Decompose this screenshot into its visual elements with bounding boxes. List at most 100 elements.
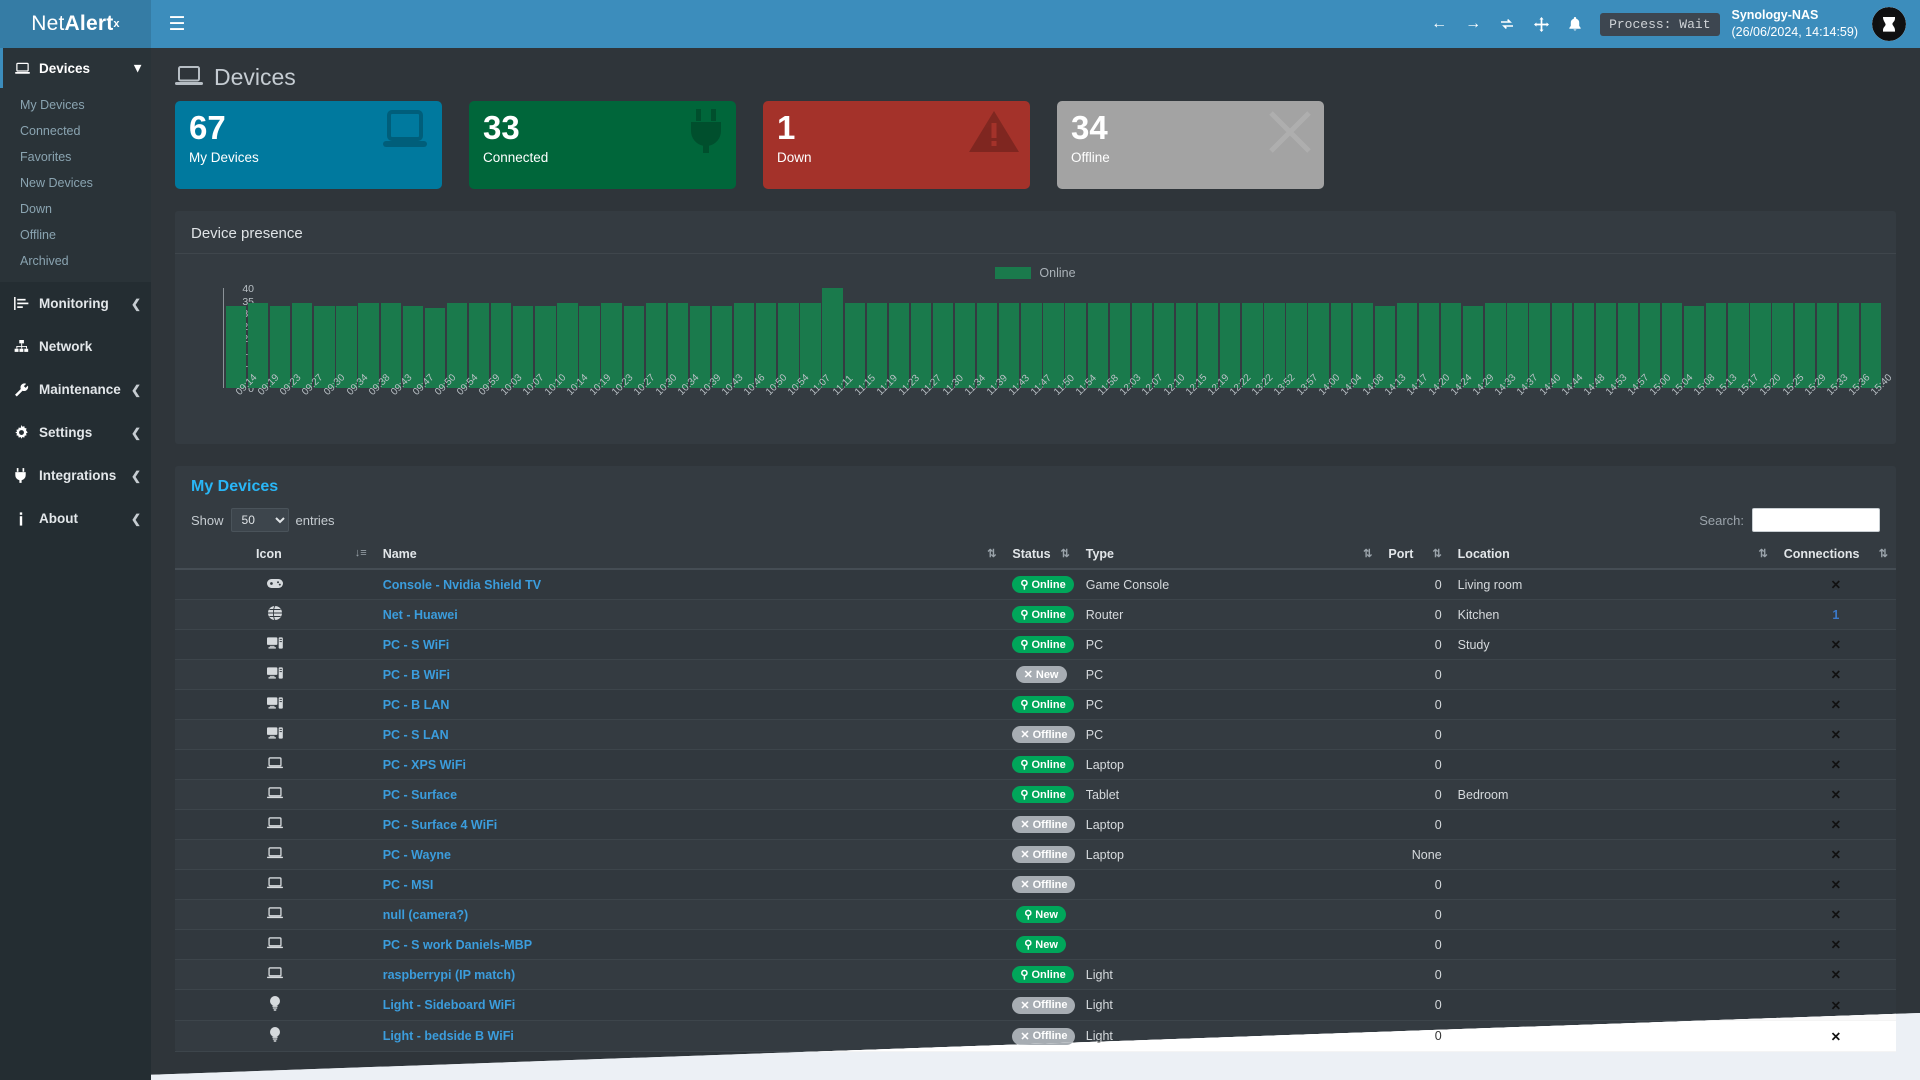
sidebar-item-integrations[interactable]: Integrations ❮ <box>0 454 151 497</box>
device-name-link[interactable]: Light - bedside B WiFi <box>382 1029 514 1043</box>
plug-icon: ⚲ <box>1020 759 1029 771</box>
chevron-left-icon[interactable]: ❮ <box>130 296 141 311</box>
device-name-link[interactable]: PC - S WiFi <box>382 637 450 652</box>
cell-connections: ✕ <box>1775 629 1896 660</box>
bell-icon[interactable] <box>1558 0 1592 48</box>
sidebar-item-my-devices[interactable]: My Devices <box>20 98 85 112</box>
table-row[interactable]: PC - S work Daniels-MBP ⚲New 0 ✕ <box>175 929 1896 960</box>
wrench-icon <box>14 382 34 397</box>
my-devices-title: My Devices <box>191 478 279 495</box>
cell-port: 0 <box>1380 899 1450 930</box>
laptop-icon <box>15 62 35 75</box>
status-badge: ⚲New <box>1016 936 1066 953</box>
chevron-down-icon[interactable]: ▾ <box>134 60 141 75</box>
device-name-link[interactable]: null (camera?) <box>382 907 469 922</box>
sort-icon[interactable]: ⇅ <box>1060 548 1070 560</box>
chevron-left-icon[interactable]: ❮ <box>130 511 141 526</box>
connections-link[interactable]: 1 <box>1832 607 1840 622</box>
table-header-type[interactable]: Type ⇅ <box>1077 540 1381 570</box>
arrow-right-icon[interactable]: → <box>1465 15 1482 32</box>
table-header-location[interactable]: Location ⇅ <box>1449 540 1776 570</box>
sort-icon[interactable]: ⇅ <box>987 548 997 560</box>
card-connected[interactable]: 33 Connected <box>469 101 736 189</box>
device-name-link[interactable]: PC - Surface <box>382 787 458 802</box>
sidebar-item-connected[interactable]: Connected <box>20 124 81 138</box>
cell-status: ⚲Online <box>1004 779 1078 810</box>
device-name-link[interactable]: Console - Nvidia Shield TV <box>382 577 542 592</box>
sort-icon[interactable]: ⇅ <box>1878 548 1888 560</box>
sidebar-item-new-devices[interactable]: New Devices <box>20 176 93 190</box>
plug-icon: ⚲ <box>1020 789 1029 801</box>
table-header-name[interactable]: Name ⇅ <box>374 540 1005 570</box>
search-input[interactable] <box>1752 508 1880 532</box>
device-name-link[interactable]: PC - B LAN <box>382 697 450 712</box>
device-name-link[interactable]: PC - Surface 4 WiFi <box>382 817 498 832</box>
sidebar-integrations-label: Integrations <box>39 468 117 483</box>
device-name-link[interactable]: Net - Huawei <box>382 607 458 622</box>
device-name-link[interactable]: PC - MSI <box>382 877 434 892</box>
device-name-link[interactable]: PC - XPS WiFi <box>382 757 466 772</box>
sidebar-item-archived[interactable]: Archived <box>20 254 69 268</box>
card-my-devices[interactable]: 67 My Devices <box>175 101 442 189</box>
device-presence-title: Device presence <box>175 214 1896 254</box>
table-header-status[interactable]: Status ⇅ <box>1004 540 1078 570</box>
sort-down-icon[interactable]: ↓≡ <box>354 547 367 559</box>
chevron-left-icon[interactable]: ❮ <box>130 382 141 397</box>
sort-icon[interactable]: ⇅ <box>1363 548 1373 560</box>
device-name-link[interactable]: PC - S LAN <box>382 727 449 742</box>
sidebar-item-devices[interactable]: Devices ▾ <box>0 48 151 88</box>
status-badge: ✕Offline <box>1012 876 1076 893</box>
cell-port: 0 <box>1380 569 1450 600</box>
device-name-link[interactable]: PC - B WiFi <box>382 667 450 682</box>
sidebar-item-favorites[interactable]: Favorites <box>20 150 72 164</box>
sidebar-item-offline[interactable]: Offline <box>20 228 56 242</box>
sidebar-item-maintenance[interactable]: Maintenance ❮ <box>0 368 151 411</box>
sidebar-item-down[interactable]: Down <box>20 202 52 216</box>
page-size-select[interactable]: 102550100 <box>230 508 289 532</box>
arrow-left-icon[interactable]: ← <box>1431 15 1448 32</box>
table-row[interactable]: null (camera?) ⚲New 0 ✕ <box>175 899 1896 930</box>
move-icon[interactable] <box>1524 0 1558 48</box>
sidebar-settings-label: Settings <box>39 425 93 440</box>
laptop-icon <box>266 787 283 802</box>
hamburger-icon[interactable]: ☰ <box>168 13 186 35</box>
device-name-link[interactable]: raspberrypi (IP match) <box>382 967 516 982</box>
device-name-link[interactable]: PC - S work Daniels-MBP <box>382 937 533 952</box>
table-header-icon[interactable]: Icon ↓≡ <box>175 540 375 570</box>
sidebar-item-about[interactable]: About ❮ <box>0 497 151 540</box>
globe-icon <box>267 605 282 623</box>
card-offline[interactable]: 34 Offline <box>1057 101 1324 189</box>
times-icon: ✕ <box>1020 849 1030 861</box>
sidebar-item-monitoring[interactable]: Monitoring ❮ <box>0 282 151 325</box>
sidebar-item-network[interactable]: Network <box>0 325 151 368</box>
avatar[interactable] <box>1872 7 1906 41</box>
sidebar-item-settings[interactable]: Settings ❮ <box>0 411 151 454</box>
device-name-link[interactable]: PC - Wayne <box>382 847 452 862</box>
device-name-link[interactable]: Light - Sideboard WiFi <box>382 998 516 1012</box>
card-down[interactable]: 1 Down <box>763 101 1030 189</box>
chevron-left-icon[interactable]: ❮ <box>130 425 141 440</box>
chevron-left-icon[interactable]: ❮ <box>130 468 141 483</box>
table-header-port[interactable]: Port ⇅ <box>1380 540 1450 570</box>
sort-icon[interactable]: ⇅ <box>1758 548 1768 560</box>
sort-icon[interactable]: ⇅ <box>1432 548 1442 560</box>
refresh-icon[interactable] <box>1490 0 1524 48</box>
cell-name: Light - bedside B WiFi <box>374 1020 1005 1052</box>
table-header-connections[interactable]: Connections ⇅ <box>1775 540 1896 570</box>
cell-port: 0 <box>1380 779 1450 810</box>
